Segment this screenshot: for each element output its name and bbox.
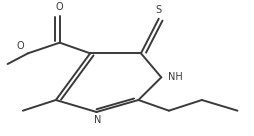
Text: O: O — [56, 2, 64, 12]
Text: N: N — [94, 115, 102, 125]
Text: O: O — [17, 41, 24, 51]
Text: NH: NH — [168, 72, 182, 82]
Text: S: S — [156, 5, 162, 15]
